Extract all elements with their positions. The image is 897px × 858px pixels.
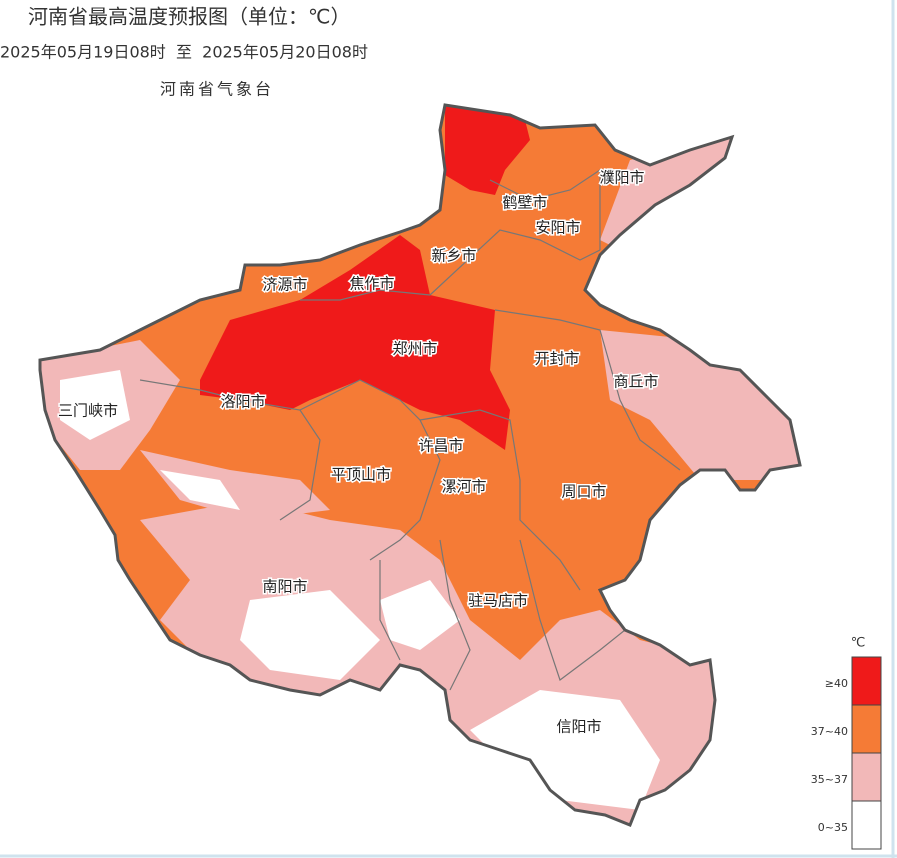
city-label: 济源市	[262, 276, 307, 294]
zone	[240, 590, 380, 680]
boundary	[379, 560, 401, 661]
legend-label: 35~37	[811, 773, 848, 786]
source: 河南省气象台	[160, 80, 274, 99]
zone	[470, 690, 660, 810]
zone	[140, 450, 330, 520]
boundary	[429, 229, 601, 296]
city-label: 鹤壁市	[502, 194, 547, 212]
zone	[600, 130, 740, 250]
city-label: 洛阳市	[220, 393, 265, 411]
city-label: 许昌市	[418, 437, 463, 455]
city-label: 信阳市	[556, 718, 601, 736]
legend-label: 37~40	[811, 725, 848, 738]
city-label: 安阳市	[535, 219, 580, 237]
city-boundaries	[139, 168, 681, 691]
city-label: 平顶山市	[331, 466, 391, 484]
boundary	[519, 539, 626, 681]
city-label: 三门峡市	[58, 402, 118, 420]
legend: ℃ ≥40 37~40 35~37 0~35	[811, 636, 882, 850]
boundary	[494, 309, 681, 471]
legend-swatch	[851, 800, 882, 850]
legend-label: ≥40	[825, 677, 848, 690]
time-range: 2025年05月19日08时 至 2025年05月20日08时	[0, 43, 368, 62]
zone	[600, 330, 800, 480]
city-label: 郑州市	[392, 340, 437, 358]
zone	[380, 580, 460, 650]
city-label: 商丘市	[613, 373, 658, 391]
city-label: 周口市	[561, 483, 606, 501]
city-label: 漯河市	[441, 478, 486, 496]
legend-swatch	[851, 656, 882, 706]
temperature-field	[40, 105, 800, 825]
boundary	[300, 289, 431, 301]
title: 河南省最高温度预报图（单位：℃）	[28, 5, 350, 29]
boundary	[489, 168, 601, 250]
legend-swatch	[851, 752, 882, 802]
city-label: 焦作市	[349, 275, 394, 293]
boundary	[299, 379, 441, 561]
city-label: 驻马店市	[468, 592, 528, 610]
legend-label: 0~35	[818, 821, 848, 834]
zone	[445, 105, 530, 195]
city-label: 开封市	[534, 350, 579, 368]
zone	[60, 370, 130, 440]
city-label: 濮阳市	[599, 169, 644, 187]
legend-unit: ℃	[851, 636, 866, 651]
boundary	[419, 409, 581, 591]
zone	[200, 235, 510, 450]
city-labels: 濮阳市 鹤壁市 安阳市 新乡市 济源市 焦作市 郑州市 开封市 商丘市 三门峡市…	[56, 167, 660, 737]
legend-swatch	[851, 704, 882, 754]
city-label: 南阳市	[262, 578, 307, 596]
zone	[160, 470, 240, 510]
boundary	[439, 539, 471, 691]
city-label: 新乡市	[431, 247, 476, 265]
